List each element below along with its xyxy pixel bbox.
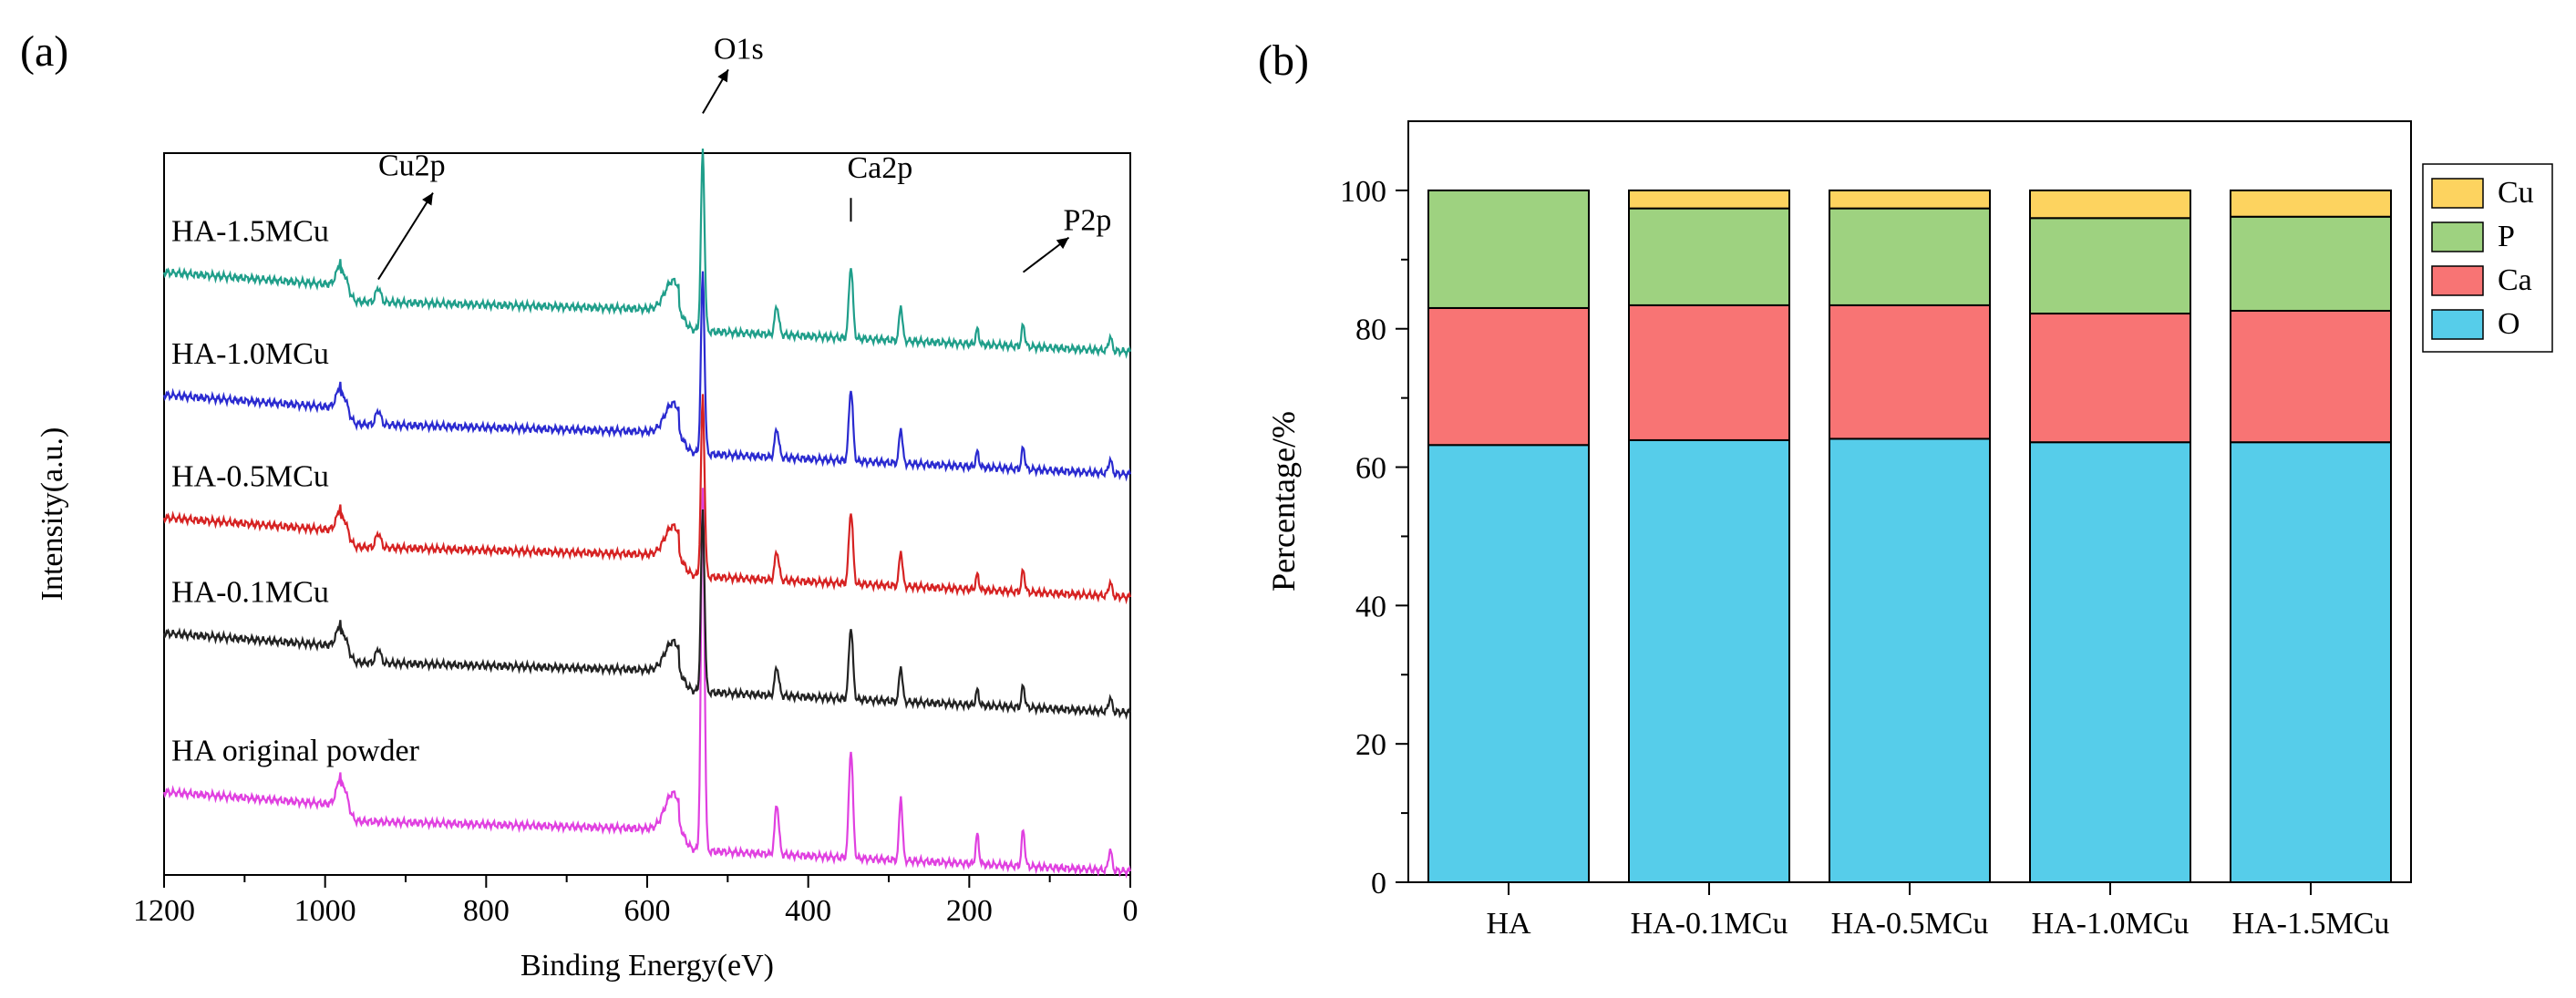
panel-a-peak-annotations: Cu2p O1s Ca2p P2p [377,32,1112,281]
legend-label: P [2498,220,2515,253]
annotation-arrow [377,192,434,281]
panel-a-label: (a) [20,27,68,76]
panel-a-series-line [162,394,1132,605]
bar-segment-cu [1628,189,1790,210]
bar-segment-ca [1829,304,1991,440]
panel-b-y-tick-label: 20 [1355,728,1386,762]
bar-segment-o [1829,437,1991,883]
panel-a-x-tick-label: 600 [624,894,671,928]
panel-b-stacked-bar-chart: (b) 0 20 40 60 80 100 HA HA-0.1MCu HA-0.5MCu HA-… [1258,36,2553,941]
panel-b-y-tick-label: 0 [1371,867,1386,900]
annotation-label: Ca2p [847,151,912,185]
panel-a-x-tick-label: 0 [1123,894,1139,928]
panel-a-series-label: HA-0.5MCu [171,460,329,494]
bar-segment-o [2029,441,2191,883]
bar-segment-p [1628,207,1790,306]
panel-a-x-tick-label: 1200 [133,894,195,928]
legend-label: Cu [2498,176,2534,210]
panel-b-bars [1427,189,2392,883]
panel-a-y-axis-label: Intensity(a.u.) [36,427,69,602]
panel-a-x-axis-ticks: 1200 1000 800 600 400 200 0 [133,875,1139,928]
panel-a-series-labels: HA original powder HA-0.1MCu HA-0.5MCu HA-1… [171,214,420,767]
bar-segment-p [1829,207,1991,306]
panel-a-series-line [162,271,1132,482]
bar-segment-ca [1427,306,1590,447]
panel-b-y-axis-label: Percentage/% [1265,411,1302,592]
legend-swatch-o [2431,309,2484,340]
legend-swatch-p [2431,221,2484,252]
bar-segment-o [1427,444,1590,883]
panel-a-series-label: HA original powder [171,735,420,768]
legend-label: Ca [2498,263,2532,297]
panel-b-x-tick-label: HA-0.1MCu [1631,907,1788,941]
panel-a-xps-spectra: (a) 1200 1000 800 600 400 200 0 HA original po… [20,27,1139,983]
panel-a-x-tick-label: 1000 [294,894,356,928]
panel-b-y-tick-label: 60 [1355,452,1386,486]
annotation-arrowhead [717,69,728,83]
panel-b-legend: Cu P Ca O [2422,163,2553,353]
bar-segment-ca [2029,313,2191,444]
bar-segment-o [2230,441,2392,883]
panel-a-series-line [162,488,1132,880]
annotation-arrowhead [422,192,433,206]
legend-swatch-ca [2431,265,2484,296]
panel-b-x-tick-label: HA-1.5MCu [2232,907,2390,941]
panel-b-x-tick-label: HA [1486,907,1531,941]
legend-label: O [2498,307,2520,341]
bar-segment-ca [2230,309,2392,444]
bar-segment-o [1628,438,1790,883]
bar-segment-cu [1829,189,1991,210]
panel-b-x-axis-ticks: HA HA-0.1MCu HA-0.5MCu HA-1.0MCu HA-1.5MCu [1486,882,2389,941]
panel-a-series-lines [162,149,1132,880]
bar-segment-cu [2230,189,2392,218]
panel-a-series-line [162,509,1132,720]
panel-b-y-tick-label: 100 [1340,175,1386,209]
bar-segment-ca [1628,304,1790,441]
panel-a-x-tick-label: 400 [785,894,831,928]
bar-segment-cu [2029,189,2191,220]
panel-a-series-label: HA-1.5MCu [171,214,329,248]
panel-a-x-axis-label: Binding Energy(eV) [520,949,774,983]
annotation-label: Cu2p [378,149,446,183]
panel-a-series-label: HA-1.0MCu [171,337,329,371]
panel-a-x-tick-label: 200 [946,894,993,928]
panel-a-x-tick-label: 800 [463,894,510,928]
panel-b-y-tick-label: 40 [1355,590,1386,623]
bar-segment-p [1427,189,1590,309]
annotation-arrowhead [1056,237,1069,250]
panel-b-y-axis-ticks: 0 20 40 60 80 100 [1340,175,1408,900]
legend-swatch-cu [2431,178,2484,209]
annotation-label: O1s [714,32,764,66]
annotation-label: P2p [1064,204,1112,238]
bar-segment-p [2230,215,2392,312]
panel-b-x-tick-label: HA-0.5MCu [1831,907,1989,941]
bar-segment-p [2029,217,2191,315]
panel-a-series-line [162,149,1132,359]
panel-b-x-tick-label: HA-1.0MCu [2032,907,2190,941]
panel-a-series-label: HA-0.1MCu [171,575,329,609]
panel-b-label: (b) [1258,36,1309,85]
panel-b-y-tick-label: 80 [1355,314,1386,347]
